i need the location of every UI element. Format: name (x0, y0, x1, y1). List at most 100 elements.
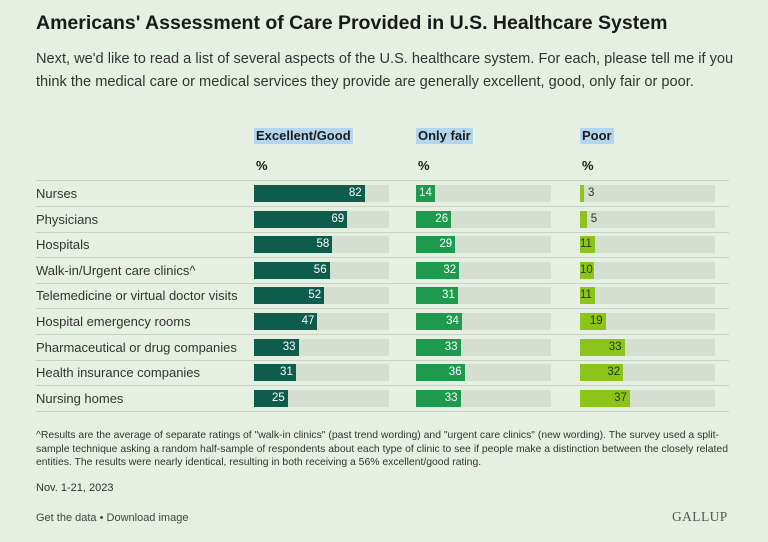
bar-track: 33 (416, 338, 551, 356)
bar-track: 31 (254, 364, 389, 382)
gallup-logo: GALLUP (672, 509, 728, 524)
bar-track: 58 (254, 236, 389, 254)
data-label: 26 (435, 212, 449, 225)
bar-poor-hospitals (580, 236, 595, 254)
data-label: 37 (614, 391, 627, 404)
bar-track: 69 (254, 210, 389, 228)
category-label-nursing-homes: Nursing homes (36, 390, 124, 406)
bar-poor-pharmaceutical-or-drug-companies (580, 338, 625, 356)
data-label: 52 (308, 289, 322, 302)
category-label-telemedicine-or-virtual-doctor-visits: Telemedicine or virtual doctor visits (36, 288, 238, 304)
bar-track: 52 (254, 287, 389, 305)
data-label: 33 (444, 391, 458, 404)
bar-track: 5 (580, 210, 715, 228)
footnote: ^Results are the average of separate rat… (36, 430, 728, 468)
bar-excellent-good-nurses (254, 185, 365, 202)
unit-label-only-fair: % (418, 158, 430, 173)
category-label-hospitals: Hospitals (36, 237, 90, 253)
bar-track: 33 (254, 338, 389, 356)
bar-poor-hospital-emergency-rooms (580, 313, 606, 330)
data-label: 69 (331, 212, 345, 225)
bar-excellent-good-health-insurance-companies (254, 364, 296, 382)
bar-only-fair-pharmaceutical-or-drug-companies (416, 338, 461, 356)
bar-track: 36 (416, 364, 551, 382)
bar-excellent-good-physicians (254, 210, 348, 228)
bar-excellent-good-nursing-homes (254, 389, 288, 407)
category-label-pharmaceutical-or-drug-companies: Pharmaceutical or drug companies (36, 339, 237, 355)
data-label: 33 (608, 340, 622, 353)
data-label: 58 (316, 238, 330, 251)
data-label: 34 (446, 315, 459, 327)
bar-track: 3 (580, 185, 715, 202)
row-divider (36, 359, 729, 361)
bar-track: 25 (254, 389, 389, 407)
row-divider (36, 334, 729, 335)
data-label: 31 (280, 366, 293, 379)
bar-track: 32 (580, 364, 715, 382)
bar-poor-walk-in-urgent-care-clinics (580, 261, 594, 279)
data-label: 19 (589, 315, 603, 327)
bar-track: 82 (254, 185, 389, 202)
bar-only-fair-nursing-homes (416, 389, 461, 407)
bar-track: 19 (580, 313, 715, 330)
bar-excellent-good-hospitals (254, 236, 333, 254)
category-label-walk-in-urgent-care-clinics: Walk-in/Urgent care clinics^ (36, 262, 196, 278)
data-label: 5 (590, 212, 598, 225)
bar-poor-nurses (580, 185, 585, 202)
bar-track: 37 (580, 389, 715, 407)
row-divider (36, 308, 729, 310)
bar-only-fair-hospital-emergency-rooms (416, 313, 462, 330)
survey-date: Nov. 1-21, 2023 (36, 482, 114, 494)
data-label: 14 (419, 187, 432, 199)
row-divider (36, 206, 729, 207)
bar-poor-nursing-homes (580, 389, 630, 407)
bar-track: 11 (580, 287, 715, 305)
data-label: 11 (580, 289, 592, 302)
data-label: 47 (301, 315, 315, 327)
bar-only-fair-telemedicine-or-virtual-doctor-visits (416, 287, 458, 305)
chart-subtitle: Next, we'd like to read a list of severa… (36, 51, 734, 90)
bar-track: 10 (580, 261, 715, 279)
bar-track: 34 (416, 313, 551, 330)
bar-excellent-good-pharmaceutical-or-drug-companies (254, 338, 299, 356)
bar-only-fair-nurses (416, 185, 435, 202)
data-label: 33 (444, 340, 458, 353)
row-divider (36, 257, 729, 259)
data-label: 32 (607, 366, 621, 379)
data-label: 31 (442, 289, 455, 302)
bar-track: 33 (416, 389, 551, 407)
bar-track: 31 (416, 287, 551, 305)
bar-excellent-good-hospital-emergency-rooms (254, 313, 318, 330)
bar-excellent-good-telemedicine-or-virtual-doctor-visits (254, 287, 325, 305)
data-label: 33 (282, 340, 296, 353)
bar-track: 26 (416, 210, 551, 228)
bar-poor-health-insurance-companies (580, 364, 624, 382)
row-divider (36, 282, 729, 284)
data-links[interactable]: Get the data • Download image (36, 512, 189, 524)
bar-poor-physicians (580, 210, 587, 228)
category-label-hospital-emergency-rooms: Hospital emergency rooms (36, 314, 191, 329)
bar-only-fair-physicians (416, 210, 452, 228)
data-label: 29 (439, 238, 453, 251)
category-label-health-insurance-companies: Health insurance companies (36, 365, 201, 381)
data-label: 25 (271, 391, 285, 404)
column-header-excellent-good: Excellent/Good (254, 128, 353, 144)
bar-track: 29 (416, 236, 551, 254)
bar-track: 32 (416, 261, 551, 279)
data-label: 32 (443, 263, 457, 276)
bar-poor-telemedicine-or-virtual-doctor-visits (580, 287, 595, 305)
data-label: 36 (448, 366, 462, 379)
bar-only-fair-walk-in-urgent-care-clinics (416, 261, 460, 279)
column-header-poor: Poor (580, 128, 614, 144)
bar-only-fair-hospitals (416, 236, 456, 254)
divider-line (36, 180, 729, 181)
category-label-physicians: Physicians (36, 211, 99, 227)
chart-title: Americans' Assessment of Care Provided i… (36, 12, 668, 34)
bar-track: 33 (580, 338, 715, 356)
unit-label-poor: % (582, 158, 594, 173)
data-label: 56 (313, 263, 327, 276)
data-label: 82 (348, 187, 362, 199)
row-divider (36, 231, 729, 233)
bar-track: 47 (254, 313, 389, 330)
data-label: 11 (580, 238, 592, 251)
